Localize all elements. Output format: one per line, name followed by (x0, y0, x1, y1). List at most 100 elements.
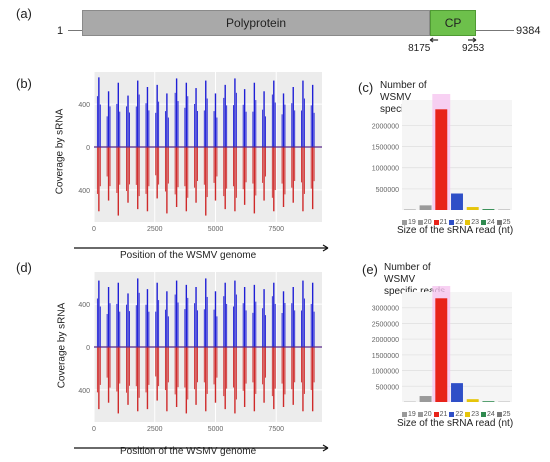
legend-label-c: 25 (502, 219, 511, 226)
size-ytick-c: 2000000 (372, 123, 399, 130)
legend-label-c: 19 (408, 219, 416, 226)
coverage-xtick-b: 2500 (147, 226, 163, 233)
legend-swatch-c (417, 220, 423, 225)
size-title-c-line2: WSMV (380, 92, 412, 103)
legend-item-19-c: 19 (402, 219, 416, 226)
size-bar-24-e (482, 401, 495, 402)
coverage-xtick-d: 5000 (208, 426, 224, 433)
legend-label-e: 21 (439, 411, 448, 418)
coverage-ytick-d: 400 (78, 388, 90, 395)
size-ytick-e: 500000 (376, 384, 399, 391)
coverage-xtick-d: 0 (92, 426, 96, 433)
legend-swatch-e (449, 412, 455, 417)
size-bar-21-e (435, 298, 448, 402)
legend-swatch-e (496, 412, 502, 417)
size-bar-23-c (466, 207, 479, 210)
size-ytick-c: 1500000 (372, 145, 399, 152)
cp-start-arrow (429, 37, 439, 43)
legend-item-24-c: 24 (480, 219, 495, 226)
legend-label-e: 19 (408, 411, 416, 418)
panel-letter-e: (e) (362, 262, 378, 277)
size-legend-e: 19 20 21 22 23 24 25 (402, 404, 550, 422)
legend-item-19-e: 19 (402, 411, 416, 418)
legend-item-21-c: 21 (433, 219, 448, 226)
legend-item-25-c: 25 (496, 219, 511, 226)
coverage-x-arrow-b (74, 244, 329, 252)
legend-label-c: 24 (486, 219, 495, 226)
legend-label-c: 23 (471, 219, 479, 226)
genome-start-label: 1 (57, 25, 64, 37)
size-ytick-e: 1000000 (372, 369, 399, 376)
cp-segment: CP (430, 10, 476, 36)
coverage-plot-d: 400 0 400 0 2500 5000 7500 (74, 272, 329, 452)
size-bar-19-c (403, 209, 416, 210)
cp-position-arrows (429, 37, 477, 43)
legend-label-c: 20 (423, 219, 432, 226)
size-title-c-line1: Number of (380, 80, 427, 91)
legend-swatch-c (465, 220, 471, 225)
size-title-e-line3: specific reads (384, 286, 446, 297)
legend-item-21-e: 21 (433, 411, 448, 418)
size-bar-20-c (419, 205, 432, 210)
cp-end-label: 9253 (462, 43, 485, 54)
polyprotein-segment: Polyprotein (82, 10, 431, 36)
size-xlabel-e: Size of the sRNA read (nt) (397, 418, 514, 429)
legend-swatch-e (433, 412, 439, 417)
size-ytick-c: 500000 (376, 187, 399, 194)
coverage-xtick-d: 2500 (147, 426, 163, 433)
panel-letter-a: (a) (16, 6, 32, 21)
legend-swatch-c (433, 220, 439, 225)
coverage-ylabel-d: Coverage by sRNA (56, 302, 68, 389)
size-ytick-e: 2500000 (372, 321, 399, 328)
coverage-xtick-b: 0 (92, 226, 96, 233)
coverage-xlabel-b: Position of the WSMV genome (120, 250, 257, 261)
size-legend-c: 19 20 21 22 23 24 25 (402, 212, 550, 230)
genome-end-label: 9384 (516, 25, 541, 37)
panel-letter-d: (d) (16, 260, 32, 275)
coverage-ytick-d: 400 (78, 302, 90, 309)
size-ytick-c: 1000000 (372, 166, 399, 173)
legend-label-c: 21 (439, 219, 448, 226)
coverage-x-arrow-d (74, 444, 329, 452)
size-bg-c (402, 100, 512, 210)
cp-start-label: 8175 (408, 43, 431, 54)
size-bar-24-c (482, 209, 495, 210)
legend-item-25-e: 25 (496, 411, 511, 418)
coverage-ytick-b: 400 (78, 102, 90, 109)
coverage-xtick-d: 7500 (268, 426, 284, 433)
size-plot-e: 500000 1000000 1500000 2000000 2500000 300000… (372, 286, 512, 402)
legend-swatch-c (480, 220, 486, 225)
panel-letter-c: (c) (358, 80, 374, 95)
size-bar-22-c (451, 193, 463, 210)
legend-swatch-e (480, 412, 486, 417)
legend-label-e: 22 (455, 411, 464, 418)
legend-item-23-c: 23 (465, 219, 479, 226)
coverage-ytick-d: 0 (86, 345, 90, 352)
legend-label-e: 20 (423, 411, 432, 418)
legend-label-e: 24 (486, 411, 495, 418)
size-bar-23-e (466, 399, 479, 402)
coverage-xtick-b: 7500 (268, 226, 284, 233)
legend-label-e: 23 (471, 411, 479, 418)
coverage-ylabel-b: Coverage by sRNA (54, 108, 66, 195)
coverage-plot-b: 400 0 400 0 2500 5000 7500 (74, 72, 329, 252)
panel-letter-b: (b) (16, 76, 32, 91)
legend-item-24-e: 24 (480, 411, 495, 418)
legend-swatch-c (496, 220, 502, 225)
size-title-e-line1: Number of (384, 262, 431, 273)
cp-end-arrow (468, 37, 477, 43)
size-ytick-e: 3000000 (372, 306, 399, 313)
legend-label-e: 25 (502, 411, 511, 418)
size-title-e-line2: WSMV (384, 274, 416, 285)
coverage-xlabel-d: Position of the WSMV genome (120, 446, 257, 457)
legend-item-23-e: 23 (465, 411, 479, 418)
legend-swatch-e (417, 412, 423, 417)
size-title-e: Number of WSMV specific reads (384, 262, 445, 298)
size-bar-20-e (419, 396, 432, 402)
coverage-xtick-b: 5000 (208, 226, 224, 233)
legend-swatch-e (465, 412, 471, 417)
legend-item-22-c: 22 (449, 219, 463, 226)
legend-swatch-c (449, 220, 455, 225)
legend-item-22-e: 22 (449, 411, 463, 418)
